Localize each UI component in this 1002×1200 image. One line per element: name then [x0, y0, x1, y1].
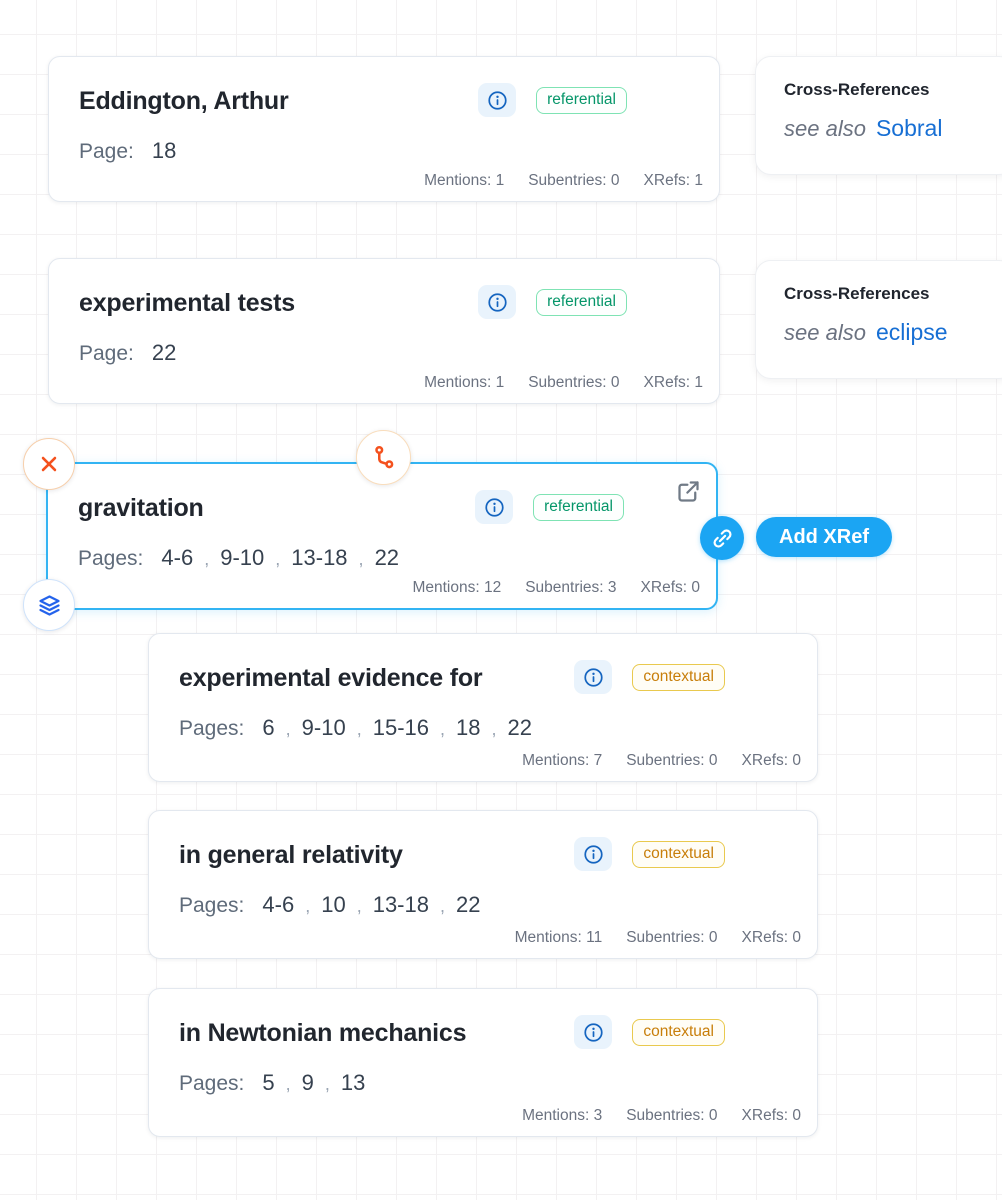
branch-route-icon [369, 443, 398, 472]
entry-title: in general relativity [179, 841, 403, 869]
card-header: gravitation referential [78, 490, 686, 524]
delete-entry-button[interactable] [23, 438, 75, 490]
xref-panel-title: Cross-References [784, 284, 930, 303]
pages-label: Pages: [179, 717, 245, 740]
mentions-stat: Mentions: 3 [522, 1107, 603, 1124]
xref-body: see also eclipse [784, 319, 986, 346]
subentries-stat: Subentries: 0 [528, 172, 620, 189]
header-actions: referential [478, 83, 627, 117]
subentries-stat: Subentries: 0 [626, 752, 718, 769]
header-actions: contextual [574, 837, 725, 871]
entry-title: experimental tests [79, 289, 295, 317]
subentry-card-newtonian-mechanics[interactable]: in Newtonian mechanics contextual Pages:… [148, 988, 818, 1137]
close-icon [36, 451, 62, 477]
subentries-stat: Subentries: 0 [528, 374, 620, 391]
xref-body: see also Sobral [784, 115, 986, 142]
entry-type-badge: referential [536, 86, 627, 114]
subentries-stat: Subentries: 0 [626, 1107, 718, 1124]
pages-list: 22 [151, 340, 177, 365]
xref-target-link[interactable]: Sobral [875, 115, 943, 141]
pages-row: Page: 18 [79, 138, 689, 164]
add-xref-button[interactable]: Add XRef [756, 517, 892, 557]
entry-stats: Mentions: 11 Subentries: 0 XRefs: 0 [515, 929, 801, 947]
xrefs-stat: XRefs: 0 [741, 929, 801, 946]
connect-handle-button[interactable] [356, 430, 411, 485]
mentions-stat: Mentions: 11 [514, 929, 603, 946]
pages-label: Pages: [179, 1072, 245, 1095]
mentions-stat: Mentions: 12 [412, 579, 502, 596]
pages-list: 5, 9, 13 [262, 1070, 366, 1095]
subentries-stat: Subentries: 0 [626, 929, 718, 946]
header-actions: referential [475, 490, 624, 524]
open-external-icon[interactable] [675, 478, 702, 505]
entry-stats: Mentions: 12 Subentries: 3 XRefs: 0 [412, 579, 700, 597]
header-actions: contextual [574, 1015, 725, 1049]
pages-label: Page: [79, 342, 134, 365]
pages-list: 18 [151, 138, 177, 163]
info-icon[interactable] [574, 1015, 613, 1049]
entry-type-badge: contextual [632, 663, 725, 691]
entry-stats: Mentions: 1 Subentries: 0 XRefs: 1 [424, 374, 703, 392]
xrefs-stat: XRefs: 0 [640, 579, 700, 596]
subentries-handle-button[interactable] [23, 579, 75, 631]
info-icon[interactable] [574, 837, 613, 871]
info-icon[interactable] [478, 285, 517, 319]
entry-type-badge: referential [536, 288, 627, 316]
info-icon[interactable] [574, 660, 613, 694]
see-also-label: see also [784, 116, 866, 141]
xrefs-stat: XRefs: 1 [643, 172, 703, 189]
card-header: in Newtonian mechanics contextual [179, 1015, 787, 1049]
entry-type-badge: referential [533, 493, 624, 521]
pages-list: 6, 9-10, 15-16, 18, 22 [262, 715, 532, 740]
subentry-card-experimental-evidence[interactable]: experimental evidence for contextual Pag… [148, 633, 818, 782]
link-icon [710, 526, 735, 551]
entry-stats: Mentions: 1 Subentries: 0 XRefs: 1 [424, 172, 703, 190]
pages-label: Pages: [179, 894, 245, 917]
xref-panel-sobral: Cross-References see also Sobral [755, 56, 1002, 175]
pages-row: Page: 22 [79, 340, 689, 366]
xrefs-stat: XRefs: 1 [643, 374, 703, 391]
pages-row: Pages: 5, 9, 13 [179, 1070, 787, 1096]
entry-type-badge: contextual [632, 840, 725, 868]
see-also-label: see also [784, 320, 866, 345]
entry-title: in Newtonian mechanics [179, 1019, 467, 1047]
xref-target-link[interactable]: eclipse [875, 319, 948, 345]
pages-row: Pages: 4-6, 9-10, 13-18, 22 [78, 545, 686, 571]
entry-card-experimental-tests[interactable]: experimental tests referential Page: 22 … [48, 258, 720, 404]
pages-row: Pages: 4-6, 10, 13-18, 22 [179, 892, 787, 918]
subentries-stat: Subentries: 3 [525, 579, 617, 596]
entry-title: experimental evidence for [179, 664, 483, 692]
pages-label: Page: [79, 140, 134, 163]
card-header: in general relativity contextual [179, 837, 787, 871]
card-header: experimental tests referential [79, 285, 689, 319]
entry-type-badge: contextual [632, 1018, 725, 1046]
mentions-stat: Mentions: 1 [424, 172, 505, 189]
layers-icon [36, 592, 63, 619]
entry-title: Eddington, Arthur [79, 87, 289, 115]
info-icon[interactable] [475, 490, 514, 524]
subentry-card-general-relativity[interactable]: in general relativity contextual Pages: … [148, 810, 818, 959]
pages-label: Pages: [78, 547, 144, 570]
xref-panel-eclipse: Cross-References see also eclipse [755, 260, 1002, 379]
link-bubble-button[interactable] [700, 516, 744, 560]
mentions-stat: Mentions: 1 [424, 374, 505, 391]
entry-card-eddington[interactable]: Eddington, Arthur referential Page: 18 M… [48, 56, 720, 202]
pages-row: Pages: 6, 9-10, 15-16, 18, 22 [179, 715, 787, 741]
card-header: experimental evidence for contextual [179, 660, 787, 694]
entry-stats: Mentions: 3 Subentries: 0 XRefs: 0 [522, 1107, 801, 1125]
info-icon[interactable] [478, 83, 517, 117]
card-header: Eddington, Arthur referential [79, 83, 689, 117]
entry-title: gravitation [78, 494, 204, 522]
pages-list: 4-6, 10, 13-18, 22 [262, 892, 481, 917]
header-actions: referential [478, 285, 627, 319]
header-actions: contextual [574, 660, 725, 694]
pages-list: 4-6, 9-10, 13-18, 22 [161, 545, 400, 570]
xrefs-stat: XRefs: 0 [741, 1107, 801, 1124]
entry-card-gravitation[interactable]: gravitation referential Pages: 4-6, 9-10,… [46, 462, 718, 610]
entry-stats: Mentions: 7 Subentries: 0 XRefs: 0 [522, 752, 801, 770]
xref-panel-title: Cross-References [784, 80, 930, 99]
xrefs-stat: XRefs: 0 [741, 752, 801, 769]
mentions-stat: Mentions: 7 [522, 752, 603, 769]
